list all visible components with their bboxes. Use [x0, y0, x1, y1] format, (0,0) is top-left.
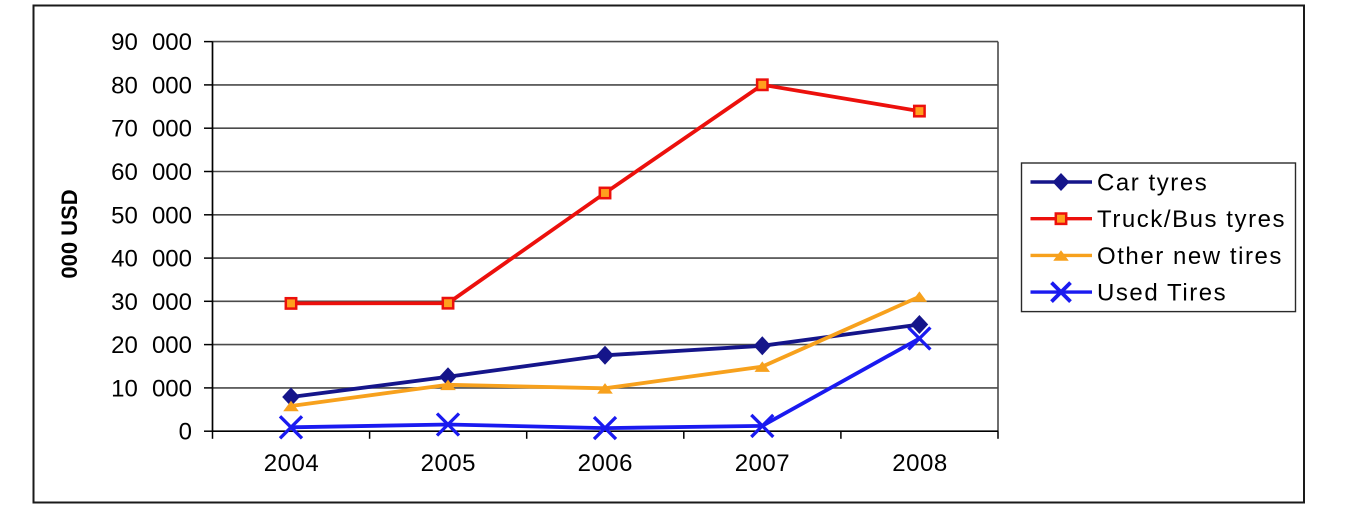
svg-text:0: 0 [179, 419, 192, 446]
svg-text:Car tyres: Car tyres [1097, 170, 1208, 197]
svg-text:Other new tires: Other new tires [1097, 243, 1283, 270]
svg-text:70 000: 70 000 [111, 116, 192, 143]
svg-text:10 000: 10 000 [111, 375, 192, 402]
svg-text:2005: 2005 [421, 450, 476, 477]
svg-text:90 000: 90 000 [111, 29, 192, 56]
svg-text:40 000: 40 000 [111, 246, 192, 273]
svg-text:50 000: 50 000 [111, 202, 192, 229]
svg-text:000 USD: 000 USD [57, 189, 82, 278]
svg-text:2004: 2004 [264, 450, 319, 477]
svg-text:2006: 2006 [578, 450, 633, 477]
svg-text:30 000: 30 000 [111, 289, 192, 316]
svg-text:2007: 2007 [735, 450, 790, 477]
svg-text:Used Tires: Used Tires [1097, 280, 1227, 307]
svg-text:Truck/Bus tyres: Truck/Bus tyres [1097, 206, 1286, 233]
svg-text:60 000: 60 000 [111, 159, 192, 186]
svg-text:20 000: 20 000 [111, 332, 192, 359]
svg-text:80 000: 80 000 [111, 72, 192, 99]
svg-text:2008: 2008 [892, 450, 947, 477]
